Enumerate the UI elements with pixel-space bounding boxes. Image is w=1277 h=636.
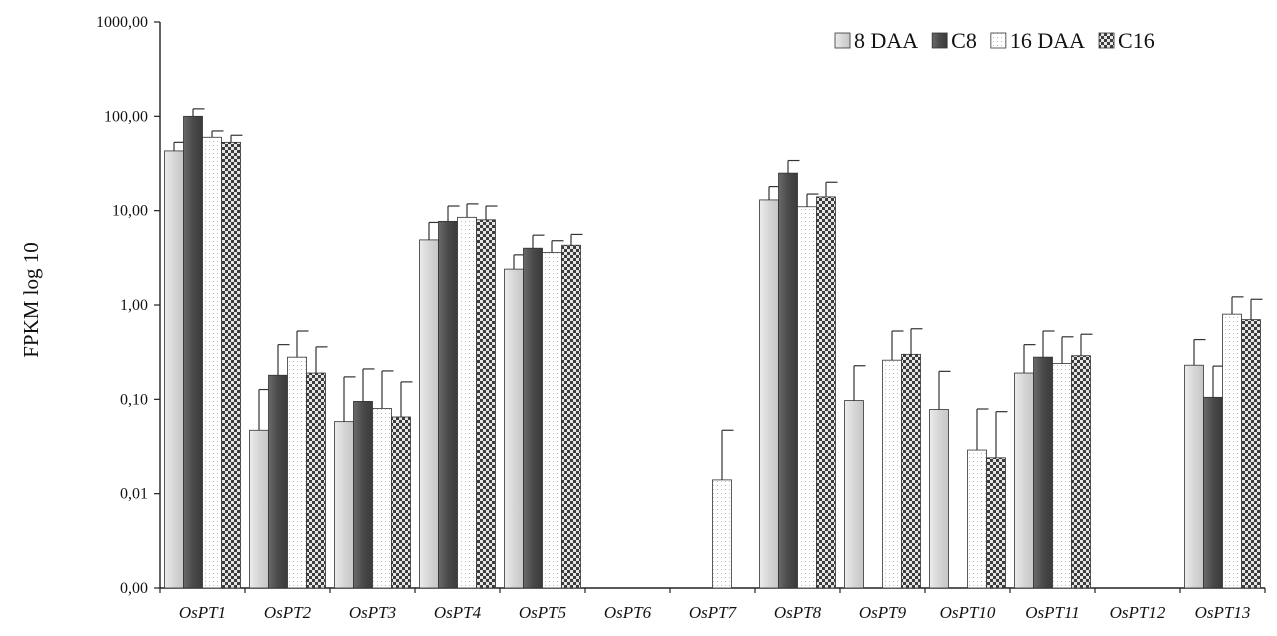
x-tick-label: OsPT7	[689, 603, 738, 622]
x-tick-label: OsPT1	[179, 603, 226, 622]
y-tick-label: 1,00	[120, 297, 148, 314]
y-tick-label: 0,10	[120, 391, 148, 408]
bar	[523, 247, 543, 589]
x-tick-label: OsPT2	[264, 603, 312, 622]
bar	[438, 220, 458, 589]
x-tick-label: OsPT5	[519, 603, 566, 622]
bar	[816, 196, 836, 589]
x-tick-label: OsPT3	[349, 603, 396, 622]
bar	[334, 421, 354, 589]
bars	[164, 108, 1263, 589]
y-tick-label: 100,00	[104, 108, 148, 125]
x-tick-label: OsPT4	[434, 603, 482, 622]
bar	[844, 400, 864, 589]
legend-label: 8 DAA	[854, 28, 918, 53]
bar	[268, 374, 288, 589]
bar	[1184, 364, 1204, 589]
bar	[712, 479, 732, 589]
bar	[797, 206, 817, 589]
bar	[882, 359, 902, 589]
bar	[221, 141, 241, 589]
bar	[1014, 372, 1034, 589]
bar	[372, 408, 392, 589]
bar	[504, 268, 524, 589]
bar	[419, 239, 439, 589]
legend-label: C16	[1118, 28, 1155, 53]
bar	[249, 429, 269, 589]
y-tick-label: 0,01	[120, 486, 148, 503]
x-tick-label: OsPT8	[774, 603, 822, 622]
x-tick-label: OsPT9	[859, 603, 907, 622]
legend-swatch	[1098, 32, 1115, 49]
bar	[306, 372, 326, 589]
bar	[1222, 313, 1242, 589]
x-tick-label: OsPT10	[940, 603, 996, 622]
bar	[759, 199, 779, 589]
bar	[353, 401, 373, 589]
bar	[778, 172, 798, 589]
x-tick-label: OsPT13	[1195, 603, 1251, 622]
x-tick-label: OsPT6	[604, 603, 652, 622]
bar	[542, 252, 562, 589]
legend: 8 DAA C8 16 DAA C16	[834, 28, 1155, 53]
bar	[929, 409, 949, 589]
bar	[1071, 355, 1091, 589]
bar	[164, 150, 184, 589]
legend-label: 16 DAA	[1010, 28, 1085, 53]
bar	[986, 457, 1006, 589]
bar	[1033, 356, 1053, 589]
y-tick-label: 10,00	[112, 203, 148, 220]
x-tick-label: OsPT11	[1025, 603, 1079, 622]
y-tick-label: 0,00	[120, 580, 148, 597]
bar	[391, 416, 411, 589]
bar	[1052, 363, 1072, 589]
bar	[901, 353, 921, 589]
bar	[287, 356, 307, 589]
bar	[1241, 319, 1261, 589]
legend-swatch	[931, 32, 948, 49]
legend-swatch	[834, 32, 851, 49]
bar	[183, 115, 203, 589]
y-tick-label: 1000,00	[96, 14, 148, 31]
category-labels: OsPT1 OsPT2 OsPT3 OsPT4 OsPT5 OsPT6 OsPT7 OsPT8…	[179, 603, 1250, 622]
y-axis-title: FPKM log 10	[19, 242, 43, 358]
legend-swatch	[990, 32, 1007, 49]
x-tick-label: OsPT12	[1110, 603, 1166, 622]
bar	[202, 136, 222, 589]
bar	[457, 216, 477, 589]
legend-label: C8	[951, 28, 977, 53]
bar	[561, 244, 581, 589]
bar	[476, 219, 496, 589]
bar	[1203, 396, 1223, 589]
bar	[967, 449, 987, 589]
